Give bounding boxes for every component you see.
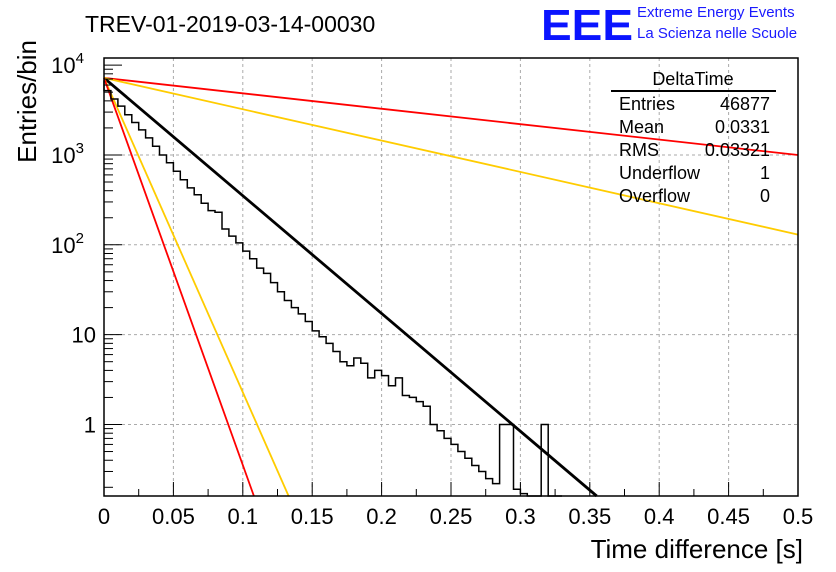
x-tick-label: 0.1 <box>228 504 259 529</box>
stats-label: Underflow <box>619 163 701 183</box>
stats-title: DeltaTime <box>652 69 733 89</box>
stats-value: 46877 <box>720 94 770 114</box>
x-tick-label: 0.25 <box>430 504 473 529</box>
eee-logo: EEE <box>541 1 633 50</box>
x-tick-label: 0.45 <box>707 504 750 529</box>
stats-label: Overflow <box>619 186 691 206</box>
curve-line-3 <box>103 77 290 497</box>
stats-value: 1 <box>760 163 770 183</box>
logo-line-2: La Scienza nelle Scuole <box>637 25 797 42</box>
series-layer <box>103 76 799 498</box>
x-tick-label: 0.35 <box>568 504 611 529</box>
x-tick-label: 0.2 <box>366 504 397 529</box>
x-axis-label: Time difference [s] <box>591 534 803 564</box>
fit-line-0 <box>103 76 598 498</box>
grid-lines <box>104 58 798 496</box>
x-tick-label: 0.5 <box>783 504 814 529</box>
stats-value: 0.03321 <box>705 140 770 160</box>
curve-line-4 <box>103 77 255 497</box>
y-tick-label: 104 <box>51 50 84 78</box>
delta-time-histogram <box>103 80 562 497</box>
x-tick-label: 0.15 <box>291 504 334 529</box>
stats-box: DeltaTime Entries 46877 Mean 0.0331 RMS 0.033… <box>611 69 776 206</box>
run-title: TREV-01-2019-03-14-00030 <box>85 11 375 37</box>
stats-label: RMS <box>619 140 659 160</box>
x-tick-label: 0.3 <box>505 504 536 529</box>
y-tick-label: 1 <box>84 412 96 437</box>
logo-line-1: Extreme Energy Events <box>637 4 795 21</box>
histogram-layer <box>103 80 562 497</box>
x-tick-label: 0 <box>98 504 110 529</box>
curve-line-1 <box>103 77 799 156</box>
stats-value: 0.0331 <box>715 117 770 137</box>
x-tick-label: 0.4 <box>644 504 675 529</box>
stats-label: Mean <box>619 117 664 137</box>
y-tick-label: 10 <box>72 323 96 348</box>
axis-ticks: 0 0.05 0.1 0.15 0.2 0.25 0.3 0.35 0.4 0.45 0.5 104 1… <box>51 50 813 529</box>
stats-value: 0 <box>760 186 770 206</box>
y-tick-label: 103 <box>51 140 84 168</box>
x-tick-label: 0.05 <box>152 504 195 529</box>
y-axis-label: Entries/bin <box>12 40 42 163</box>
y-tick-label: 102 <box>51 230 84 258</box>
stats-label: Entries <box>619 94 675 114</box>
curve-line-2 <box>103 77 799 236</box>
